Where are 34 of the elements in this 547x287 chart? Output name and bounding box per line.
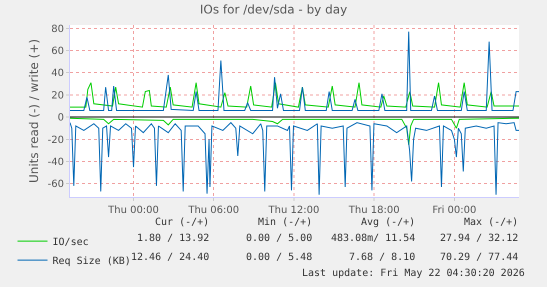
legend-label: IO/sec [52, 237, 89, 248]
text: Last update: Fri May 22 04:30:20 2026 [302, 268, 525, 279]
y-tick-label: 80 [51, 24, 64, 35]
x-tick-label: Thu 00:00 [107, 205, 159, 216]
text: 12.46 / 24.40 [131, 252, 210, 263]
text: 1.80 / 13.92 [137, 233, 210, 244]
y-tick-label: 60 [51, 46, 64, 58]
text: 70.29 / 77.44 [440, 252, 518, 263]
text: 483.08m/ 11.54 [331, 233, 416, 244]
y-tick-label: -20 [48, 134, 64, 146]
line-series [70, 82, 519, 108]
text: Avg (-/+) [361, 217, 416, 228]
line-series [70, 118, 519, 146]
line-series [70, 122, 519, 196]
legend-label: Req Size (KB) [52, 256, 131, 268]
text: Min (-/+) [258, 217, 312, 228]
y-tick-label: 0 [58, 112, 64, 124]
chart-title: IOs for /dev/sda - by day [200, 2, 348, 16]
y-axis-title: Units read (-) / write (+) [26, 38, 41, 184]
y-tick-label: -40 [48, 156, 64, 168]
x-tick-label: Thu 06:00 [187, 205, 240, 216]
line-series [70, 31, 519, 111]
x-tick-label: Fri 00:00 [432, 205, 476, 216]
x-tick-label: Thu 12:00 [268, 205, 320, 216]
text: 0.00 / 5.00 [246, 233, 312, 244]
x-tick-label: Thu 18:00 [348, 205, 400, 216]
y-tick-label: 20 [51, 90, 64, 102]
text: 0.00 / 5.48 [246, 252, 312, 263]
y-tick-label: -60 [48, 179, 64, 190]
text: Max (-/+) [464, 217, 518, 228]
y-tick-label: 40 [51, 68, 64, 80]
text: 27.94 / 32.12 [440, 233, 518, 244]
text: Cur (-/+) [155, 217, 210, 228]
text: 7.68 / 8.10 [349, 252, 416, 263]
